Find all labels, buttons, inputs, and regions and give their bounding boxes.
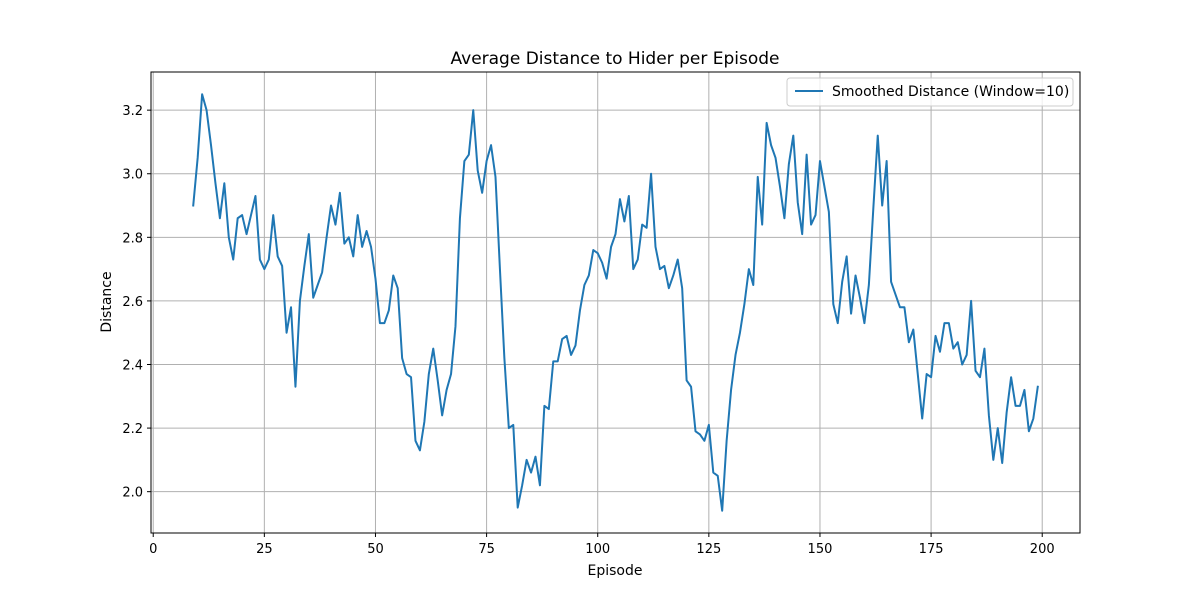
- chart-title: Average Distance to Hider per Episode: [451, 49, 780, 69]
- y-tick-label: 2.2: [122, 422, 143, 437]
- y-tick-label: 3.0: [122, 168, 143, 183]
- series-layer: [192, 93, 1039, 512]
- y-tick-label: 2.4: [122, 358, 143, 373]
- plot-frame: [150, 71, 1081, 534]
- series-line-smoothed-distance: [192, 93, 1039, 512]
- x-tick-label: 175: [919, 542, 944, 557]
- x-tick-label: 75: [478, 542, 495, 557]
- y-tick-label: 3.2: [122, 104, 143, 119]
- y-tick-label: 2.0: [122, 486, 143, 501]
- legend-label: Smoothed Distance (Window=10): [832, 84, 1069, 100]
- legend: Smoothed Distance (Window=10): [786, 77, 1074, 107]
- x-tick-label: 200: [1030, 542, 1055, 557]
- grid-lines: [151, 72, 1080, 533]
- y-tick-label: 2.6: [122, 295, 143, 310]
- axis-ticks: 0 25 50 75 100 125 150 175 200 2.0 2.2 2.4 2.6 2.8 3.0…: [122, 104, 1054, 557]
- y-axis-label: Distance: [99, 271, 115, 332]
- x-tick-label: 0: [149, 542, 157, 557]
- x-tick-label: 50: [367, 542, 384, 557]
- x-tick-label: 25: [256, 542, 273, 557]
- legend-box: [786, 77, 1074, 107]
- x-axis-label: Episode: [588, 563, 643, 579]
- x-tick-label: 150: [808, 542, 833, 557]
- x-tick-label: 100: [585, 542, 610, 557]
- y-tick-label: 2.8: [122, 231, 143, 246]
- x-tick-label: 125: [696, 542, 721, 557]
